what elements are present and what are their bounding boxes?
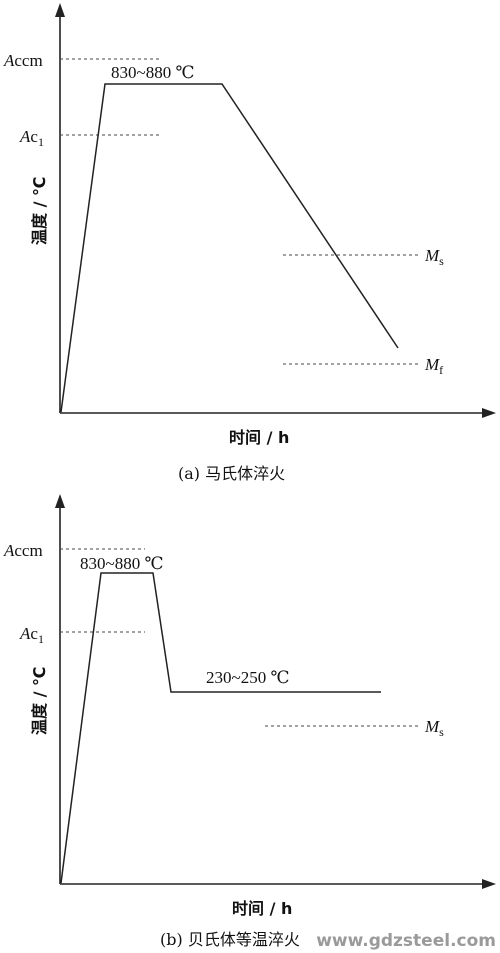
accm-label-b: Accm [3,541,43,560]
y-axis-arrow-b [55,494,65,508]
temp-range-label-a: 830~880 ℃ [111,63,194,82]
watermark: www.gdzsteel.com [316,931,496,951]
ms-label-a: Ms [424,246,444,268]
hold-temp-label-b: 230~250 ℃ [206,668,289,687]
y-axis-arrow-a [55,3,65,17]
caption-b: (b) 贝氏体等温淬火 [160,930,300,949]
process-curve-b [60,572,381,884]
ac1-label-a: Ac1 [19,127,44,149]
mf-label-a: Mf [424,355,443,377]
caption-a: (a) 马氏体淬火 [178,464,285,483]
x-axis-label-b: 时间 / h [232,899,292,918]
temp-range-label-b: 830~880 ℃ [80,554,163,573]
x-axis-arrow-a [482,408,496,418]
accm-label-a: Accm [3,51,43,70]
x-axis-arrow-b [482,879,496,889]
process-curve-a [60,83,399,413]
diagram-b: Accm Ac1 Ms 830~880 ℃ 230~250 ℃ 温度 / ℃ 时… [3,494,496,949]
ac1-label-b: Ac1 [19,624,44,646]
y-axis-label-b: 温度 / ℃ [30,667,49,736]
y-axis-label-a: 温度 / ℃ [30,177,49,246]
x-axis-label-a: 时间 / h [229,428,289,447]
ms-label-b: Ms [424,717,444,739]
diagram-a: Accm Ac1 Ms Mf 830~880 ℃ 温度 / ℃ 时间 / h (… [3,3,496,483]
